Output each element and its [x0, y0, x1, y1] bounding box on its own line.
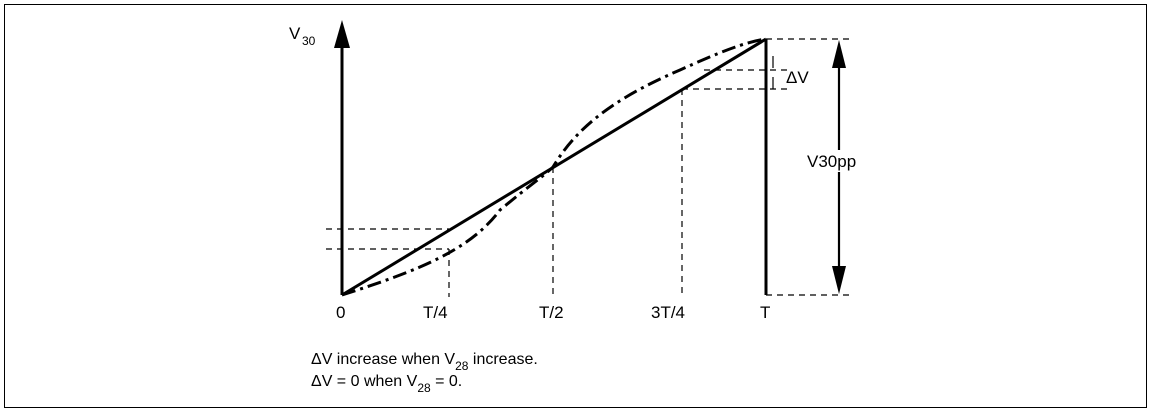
y-axis-label: V: [289, 24, 301, 43]
y-axis-arrowhead: [334, 20, 350, 48]
delta-v-label: ΔV: [786, 68, 809, 87]
note-line-1: ΔV increase when V28 increase.: [311, 351, 538, 373]
x-tick-0: 0: [336, 303, 345, 322]
y-axis-label-subscript: 30: [302, 34, 316, 48]
v30pp-arrowhead-bottom: [832, 266, 846, 294]
v30pp-label-bg: [800, 150, 876, 172]
note-line-2: ΔV = 0 when V28 = 0.: [311, 373, 462, 395]
x-tick-three-quarter: 3T/4: [651, 303, 685, 322]
x-tick-quarter: T/4: [423, 303, 448, 322]
x-tick-half: T/2: [539, 303, 564, 322]
x-tick-t: T: [760, 303, 770, 322]
v30pp-label: V30pp: [807, 152, 856, 171]
figure-frame: [4, 4, 1147, 408]
v30pp-arrowhead-top: [832, 40, 846, 68]
